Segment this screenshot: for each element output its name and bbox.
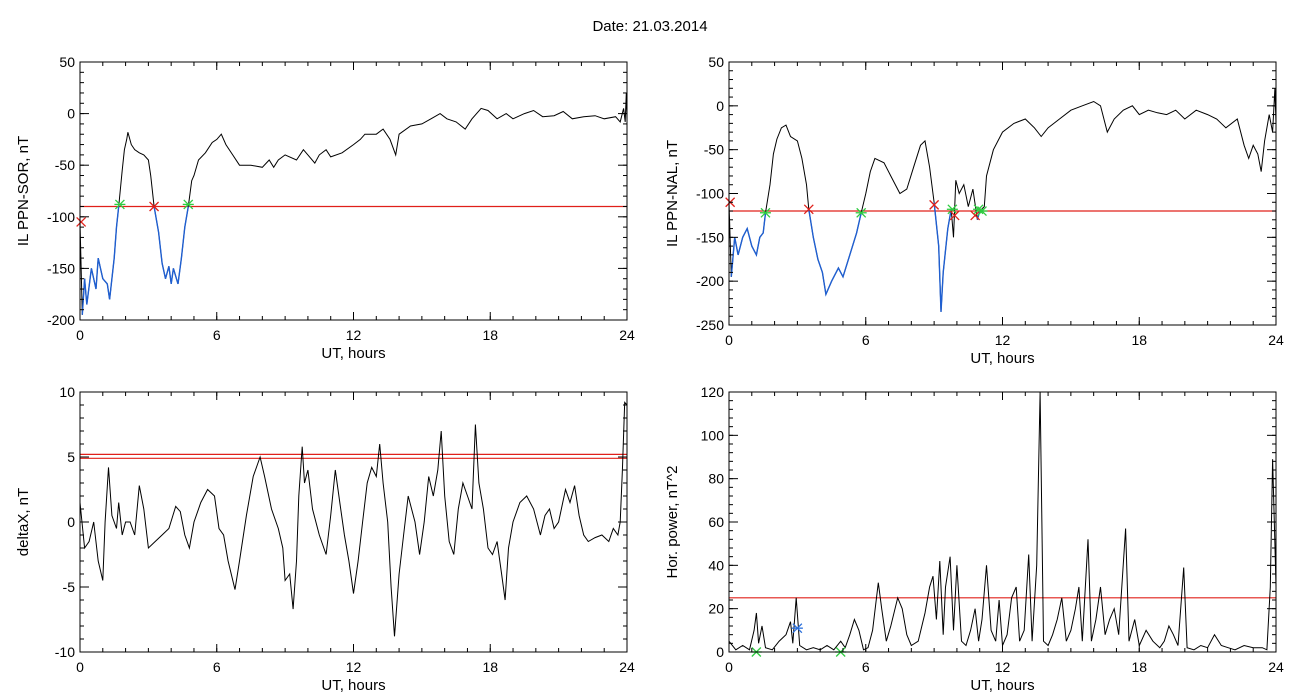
y-tick-label-deltax: -5	[63, 579, 76, 595]
highlight-segment-nal	[933, 202, 952, 312]
marker-x-nal	[929, 199, 940, 210]
marker-asterisk-nal	[946, 204, 958, 215]
y-tick-label-sor: -50	[55, 157, 75, 173]
y-tick-label-nal: -50	[704, 142, 724, 158]
x-tick-label-power: 6	[862, 659, 870, 675]
x-axis-label-deltax: UT, hours	[321, 677, 385, 694]
y-tick-label-deltax: 5	[67, 449, 75, 465]
marker-stroke	[149, 201, 160, 212]
marker-asterisk-power	[791, 623, 803, 634]
y-axis-label-deltax: deltaX, nT	[15, 488, 32, 556]
x-tick-label-deltax: 0	[76, 659, 84, 675]
x-tick-label-deltax: 12	[346, 659, 362, 675]
y-tick-label-deltax: 0	[67, 514, 75, 530]
plot-frame-deltax	[79, 391, 628, 653]
x-axis-label-sor: UT, hours	[321, 345, 385, 362]
marker-x-nal	[803, 204, 814, 215]
highlight-segment-nal	[808, 209, 862, 297]
x-tick-label-sor: 6	[213, 327, 221, 343]
x-tick-label-nal: 12	[995, 332, 1011, 348]
series-line-sor	[80, 92, 627, 315]
x-tick-label-power: 18	[1131, 659, 1147, 675]
series-line-power	[729, 392, 1276, 651]
marker-x-sor	[149, 201, 160, 212]
series-line-deltax	[80, 401, 627, 637]
marker-stroke	[949, 210, 960, 221]
y-tick-label-power: 40	[708, 557, 724, 573]
y-axis-label-nal: IL PPN-NAL, nT	[664, 140, 681, 247]
x-tick-label-deltax: 18	[482, 659, 498, 675]
y-tick-label-power: 100	[701, 427, 725, 443]
marker-asterisk-sor	[182, 199, 194, 210]
y-tick-label-sor: -150	[47, 260, 75, 276]
marker-x-nal	[949, 210, 960, 221]
marker-stroke	[76, 217, 87, 227]
highlight-segment-sor	[153, 206, 189, 285]
panel-nal: 0 6 12 18 24 -250 -200 -150 -100 -50 0 50 UT, hours I…	[664, 54, 1284, 367]
marker-asterisk-sor	[114, 199, 126, 210]
x-tick-label-sor: 12	[346, 327, 362, 343]
highlight-segment-sor	[81, 206, 120, 315]
x-tick-label-power: 0	[725, 659, 733, 675]
marker-stroke	[970, 210, 981, 221]
y-tick-label-power: 0	[716, 644, 724, 660]
marker-x-nal	[970, 210, 981, 221]
plot-frame-nal	[728, 61, 1277, 326]
x-tick-label-sor: 18	[482, 327, 498, 343]
y-tick-label-power: 120	[701, 384, 725, 400]
marker-x-sor	[76, 217, 87, 227]
y-tick-label-nal: -100	[696, 186, 724, 202]
y-tick-label-nal: -150	[696, 229, 724, 245]
x-tick-label-deltax: 6	[213, 659, 221, 675]
y-axis-label-power: Hor. power, nT^2	[664, 466, 681, 579]
y-tick-label-sor: -100	[47, 209, 75, 225]
y-tick-label-deltax: -10	[55, 644, 75, 660]
x-tick-label-power: 24	[1268, 659, 1284, 675]
y-tick-label-power: 80	[708, 471, 724, 487]
panel-power: 0 6 12 18 24 0 20 40 60 80 100 120 UT, hours Hor. pow…	[664, 384, 1284, 694]
page-title: Date: 21.03.2014	[592, 18, 708, 35]
x-tick-label-nal: 18	[1131, 332, 1147, 348]
y-tick-label-deltax: 10	[59, 384, 75, 400]
y-tick-label-power: 60	[708, 514, 724, 530]
x-tick-label-sor: 0	[76, 327, 84, 343]
x-axis-label-nal: UT, hours	[970, 350, 1034, 367]
panel-sor: 0 6 12 18 24 -200 -150 -100 -50 0 50 UT, hours IL PP…	[15, 54, 635, 362]
marker-asterisk-nal	[976, 206, 988, 216]
y-tick-label-sor: 50	[59, 54, 75, 70]
y-axis-label-sor: IL PPN-SOR, nT	[15, 136, 32, 246]
x-tick-label-sor: 24	[619, 327, 635, 343]
y-tick-label-sor: 0	[67, 106, 75, 122]
plot-frame-sor	[79, 61, 628, 321]
y-tick-label-nal: 0	[716, 98, 724, 114]
x-tick-label-deltax: 24	[619, 659, 635, 675]
marker-asterisk-nal	[759, 207, 771, 218]
y-tick-label-nal: 50	[708, 54, 724, 70]
y-tick-label-nal: -200	[696, 273, 724, 289]
highlight-segment-nal	[730, 212, 767, 277]
x-tick-label-nal: 24	[1268, 332, 1284, 348]
plot-frame-power	[728, 391, 1277, 653]
panel-deltax: 0 6 12 18 24 -10 -5 0 5 10 UT, hours deltaX, nT	[15, 384, 635, 694]
marker-stroke	[929, 199, 940, 210]
x-tick-label-nal: 0	[725, 332, 733, 348]
marker-stroke	[803, 204, 814, 215]
x-tick-label-power: 12	[995, 659, 1011, 675]
y-tick-label-power: 20	[708, 601, 724, 617]
x-tick-label-nal: 6	[862, 332, 870, 348]
x-axis-label-power: UT, hours	[970, 677, 1034, 694]
y-tick-label-nal: -250	[696, 317, 724, 333]
marker-asterisk-nal	[855, 207, 867, 218]
series-line-nal	[729, 88, 1276, 312]
y-tick-label-sor: -200	[47, 312, 75, 328]
